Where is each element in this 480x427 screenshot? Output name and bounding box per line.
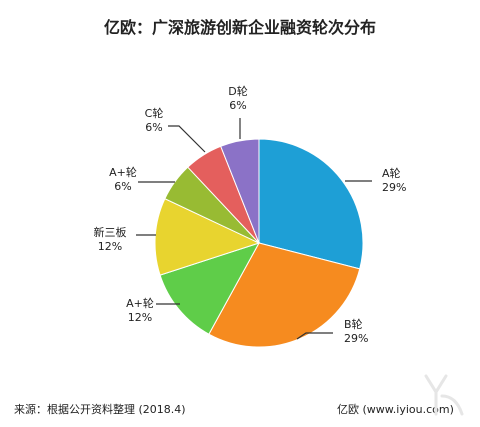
slice-name-label: A轮 (382, 166, 401, 180)
slice-value-label: 12% (98, 240, 122, 253)
leader-line (168, 125, 206, 153)
slice-value-label: 6% (114, 180, 131, 193)
slice-name-label: D轮 (228, 84, 247, 98)
slice-value-label: 29% (344, 332, 368, 345)
brand-note: 亿欧 (www.iyiou.com) (337, 403, 454, 416)
chart-title: 亿欧：广深旅游创新企业融资轮次分布 (103, 18, 376, 37)
slice-value-label: 6% (229, 99, 246, 112)
pie-slice (208, 242, 361, 348)
pie-leader-lines (136, 118, 372, 340)
watermark-logo (424, 374, 464, 416)
pie-slice (258, 138, 364, 270)
slice-value-label: 29% (382, 181, 406, 194)
pie-slice (159, 242, 261, 335)
slice-name-label: A+轮 (109, 165, 137, 179)
slice-name-label: B轮 (344, 317, 363, 331)
slice-name-label: 新三板 (94, 225, 127, 239)
slice-name-label: C轮 (145, 106, 164, 120)
slice-name-label: A+轮 (126, 296, 154, 310)
pie-slices (154, 138, 364, 348)
pie-slice (220, 138, 260, 244)
source-note: 来源：根据公开资料整理 (2018.4) (14, 403, 186, 416)
slice-value-label: 6% (145, 121, 162, 134)
pie-slice (154, 198, 261, 276)
leader-line (296, 332, 333, 340)
slice-value-label: 12% (128, 311, 152, 324)
